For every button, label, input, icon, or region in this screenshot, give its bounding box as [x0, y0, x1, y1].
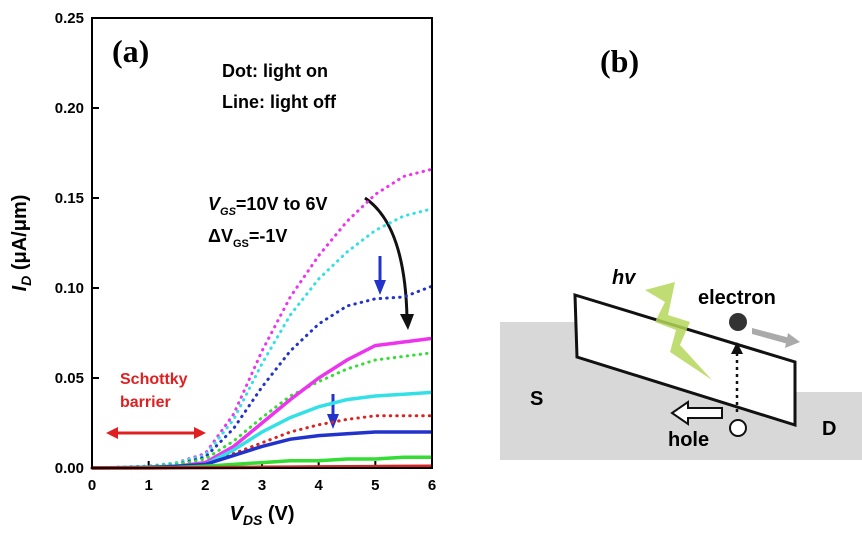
x-tick-label: 3 — [258, 477, 266, 494]
annotation-text: =-1V — [249, 226, 288, 246]
y-axis-label: ID (μA/μm) — [9, 195, 34, 292]
y-tick-label: 0.20 — [55, 100, 84, 117]
figure: (a) Dot: light on Line: light off VGS=10… — [0, 0, 862, 533]
photon-label: hv — [612, 267, 637, 289]
series-line — [92, 209, 432, 468]
electron-label: electron — [698, 287, 776, 309]
panel-a-title: (a) — [112, 33, 149, 69]
x-tick-label: 1 — [144, 477, 152, 494]
annotation: VGS=10V to 6V — [208, 194, 327, 218]
annotation: Dot: light on — [222, 61, 328, 81]
hole-label: hole — [668, 429, 709, 451]
arrow-head — [400, 314, 414, 330]
annotation: Schottky — [120, 371, 188, 388]
annotation-subscript: GS — [220, 206, 237, 218]
electron — [729, 313, 747, 331]
y-tick-label: 0.10 — [55, 280, 84, 297]
annotation-subscript: GS — [233, 238, 249, 250]
y-tick-label: 0.15 — [55, 190, 84, 207]
x-axis-label: VDS (V) — [229, 503, 294, 528]
arrow-head — [374, 280, 386, 295]
arrow-head — [106, 427, 118, 439]
x-label-subscript: DS — [243, 512, 263, 528]
panel-b-title: (b) — [600, 43, 639, 79]
x-tick-label: 5 — [371, 477, 379, 494]
y-tick-label: 0.00 — [55, 460, 84, 477]
y-tick-label: 0.25 — [55, 10, 84, 27]
annotation-text: =10V to 6V — [236, 194, 328, 214]
diagram: (b) hv electron hole S D — [500, 43, 862, 460]
annotation-text: ΔV — [208, 226, 233, 246]
x-label-unit: (V) — [262, 503, 294, 525]
source-label: S — [530, 388, 543, 410]
arrow-head — [785, 333, 800, 348]
drain-label: D — [822, 418, 836, 440]
arrow-head — [194, 427, 206, 439]
y-tick-label: 0.05 — [55, 370, 84, 387]
annotation: Line: light off — [222, 92, 337, 112]
y-label-unit: (μA/μm) — [9, 195, 31, 276]
x-tick-label: 2 — [201, 477, 209, 494]
electron-arrow — [752, 328, 790, 344]
x-tick-label: 0 — [88, 477, 96, 494]
annotation: barrier — [120, 394, 171, 411]
annotation: ΔVGS=-1V — [208, 226, 287, 250]
y-label-subscript: D — [18, 276, 34, 286]
x-tick-label: 4 — [314, 477, 323, 494]
x-tick-label: 6 — [428, 477, 436, 494]
hole — [730, 420, 746, 436]
